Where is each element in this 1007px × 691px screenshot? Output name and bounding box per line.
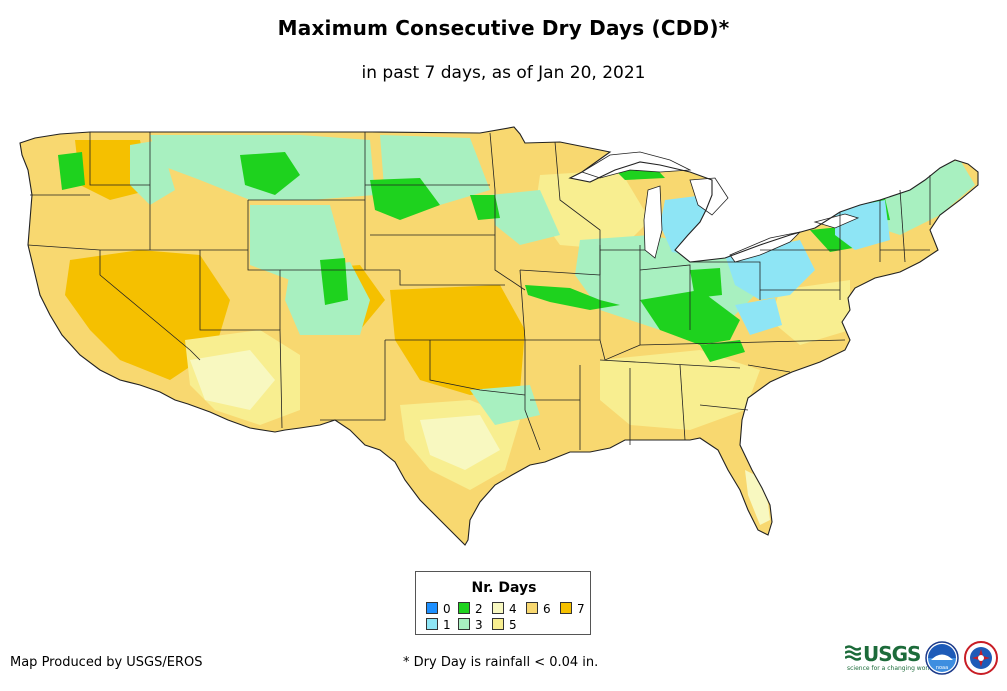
region-1-ny	[835, 200, 890, 250]
legend-box: Nr. Days 0 1 2 3 4 5 6 7	[415, 571, 591, 635]
lake-superior	[581, 151, 692, 179]
noaa-logo-icon: noaa	[925, 641, 959, 675]
lake-huron	[689, 177, 729, 216]
map-title: Maximum Consecutive Dry Days (CDD)*	[277, 16, 730, 40]
usgs-wave-icon	[845, 645, 861, 661]
region-4-tx	[420, 415, 500, 470]
region-5-south	[600, 350, 760, 430]
map-credit: Map Produced by USGS/EROS	[10, 655, 203, 670]
svg-text:noaa: noaa	[936, 665, 948, 671]
lake-michigan	[643, 185, 663, 259]
us-border	[19, 126, 979, 546]
region-2-ks	[525, 285, 620, 310]
legend-item-3: 3	[458, 618, 483, 632]
region-2-dk	[470, 195, 500, 220]
region-2-tn	[700, 340, 745, 362]
legend-swatch-3	[458, 618, 470, 630]
legend-swatch-6	[526, 602, 538, 614]
legend-swatch-5	[492, 618, 504, 630]
legend-swatch-2	[458, 602, 470, 614]
legend-swatch-7	[560, 602, 572, 614]
state-boundaries	[27, 132, 931, 451]
legend-item-6: 6	[526, 602, 551, 616]
region-2-mw2	[690, 268, 722, 298]
region-5-mw	[535, 170, 650, 250]
lake-ontario	[813, 213, 860, 229]
legend-item-1: 1	[426, 618, 451, 632]
dry-day-footnote: * Dry Day is rainfall < 0.04 in.	[403, 655, 599, 670]
region-2-mt1	[240, 152, 300, 195]
legend-title: Nr. Days	[471, 580, 537, 596]
region-3-idaho	[130, 140, 175, 205]
usgs-logo: USGS science for a changing world	[845, 642, 934, 672]
legend-item-5: 5	[492, 618, 517, 632]
legend-swatch-4	[492, 602, 504, 614]
region-2-mt2	[370, 178, 440, 220]
legend-swatch-0	[426, 602, 438, 614]
legend-item-2: 2	[458, 602, 483, 616]
legend-swatch-1	[426, 618, 438, 630]
nws-logo-icon	[964, 641, 998, 675]
legend-item-0: 0	[426, 602, 451, 616]
map-subtitle: in past 7 days, as of Jan 20, 2021	[361, 63, 646, 83]
map-body	[19, 126, 979, 546]
legend-item-4: 4	[492, 602, 517, 616]
region-2-wa	[58, 152, 85, 190]
legend-item-7: 7	[560, 602, 585, 616]
region-4-az	[190, 350, 275, 410]
region-5-ne	[770, 280, 850, 345]
region-1-wv	[735, 298, 782, 335]
region-3-mn	[490, 190, 560, 245]
